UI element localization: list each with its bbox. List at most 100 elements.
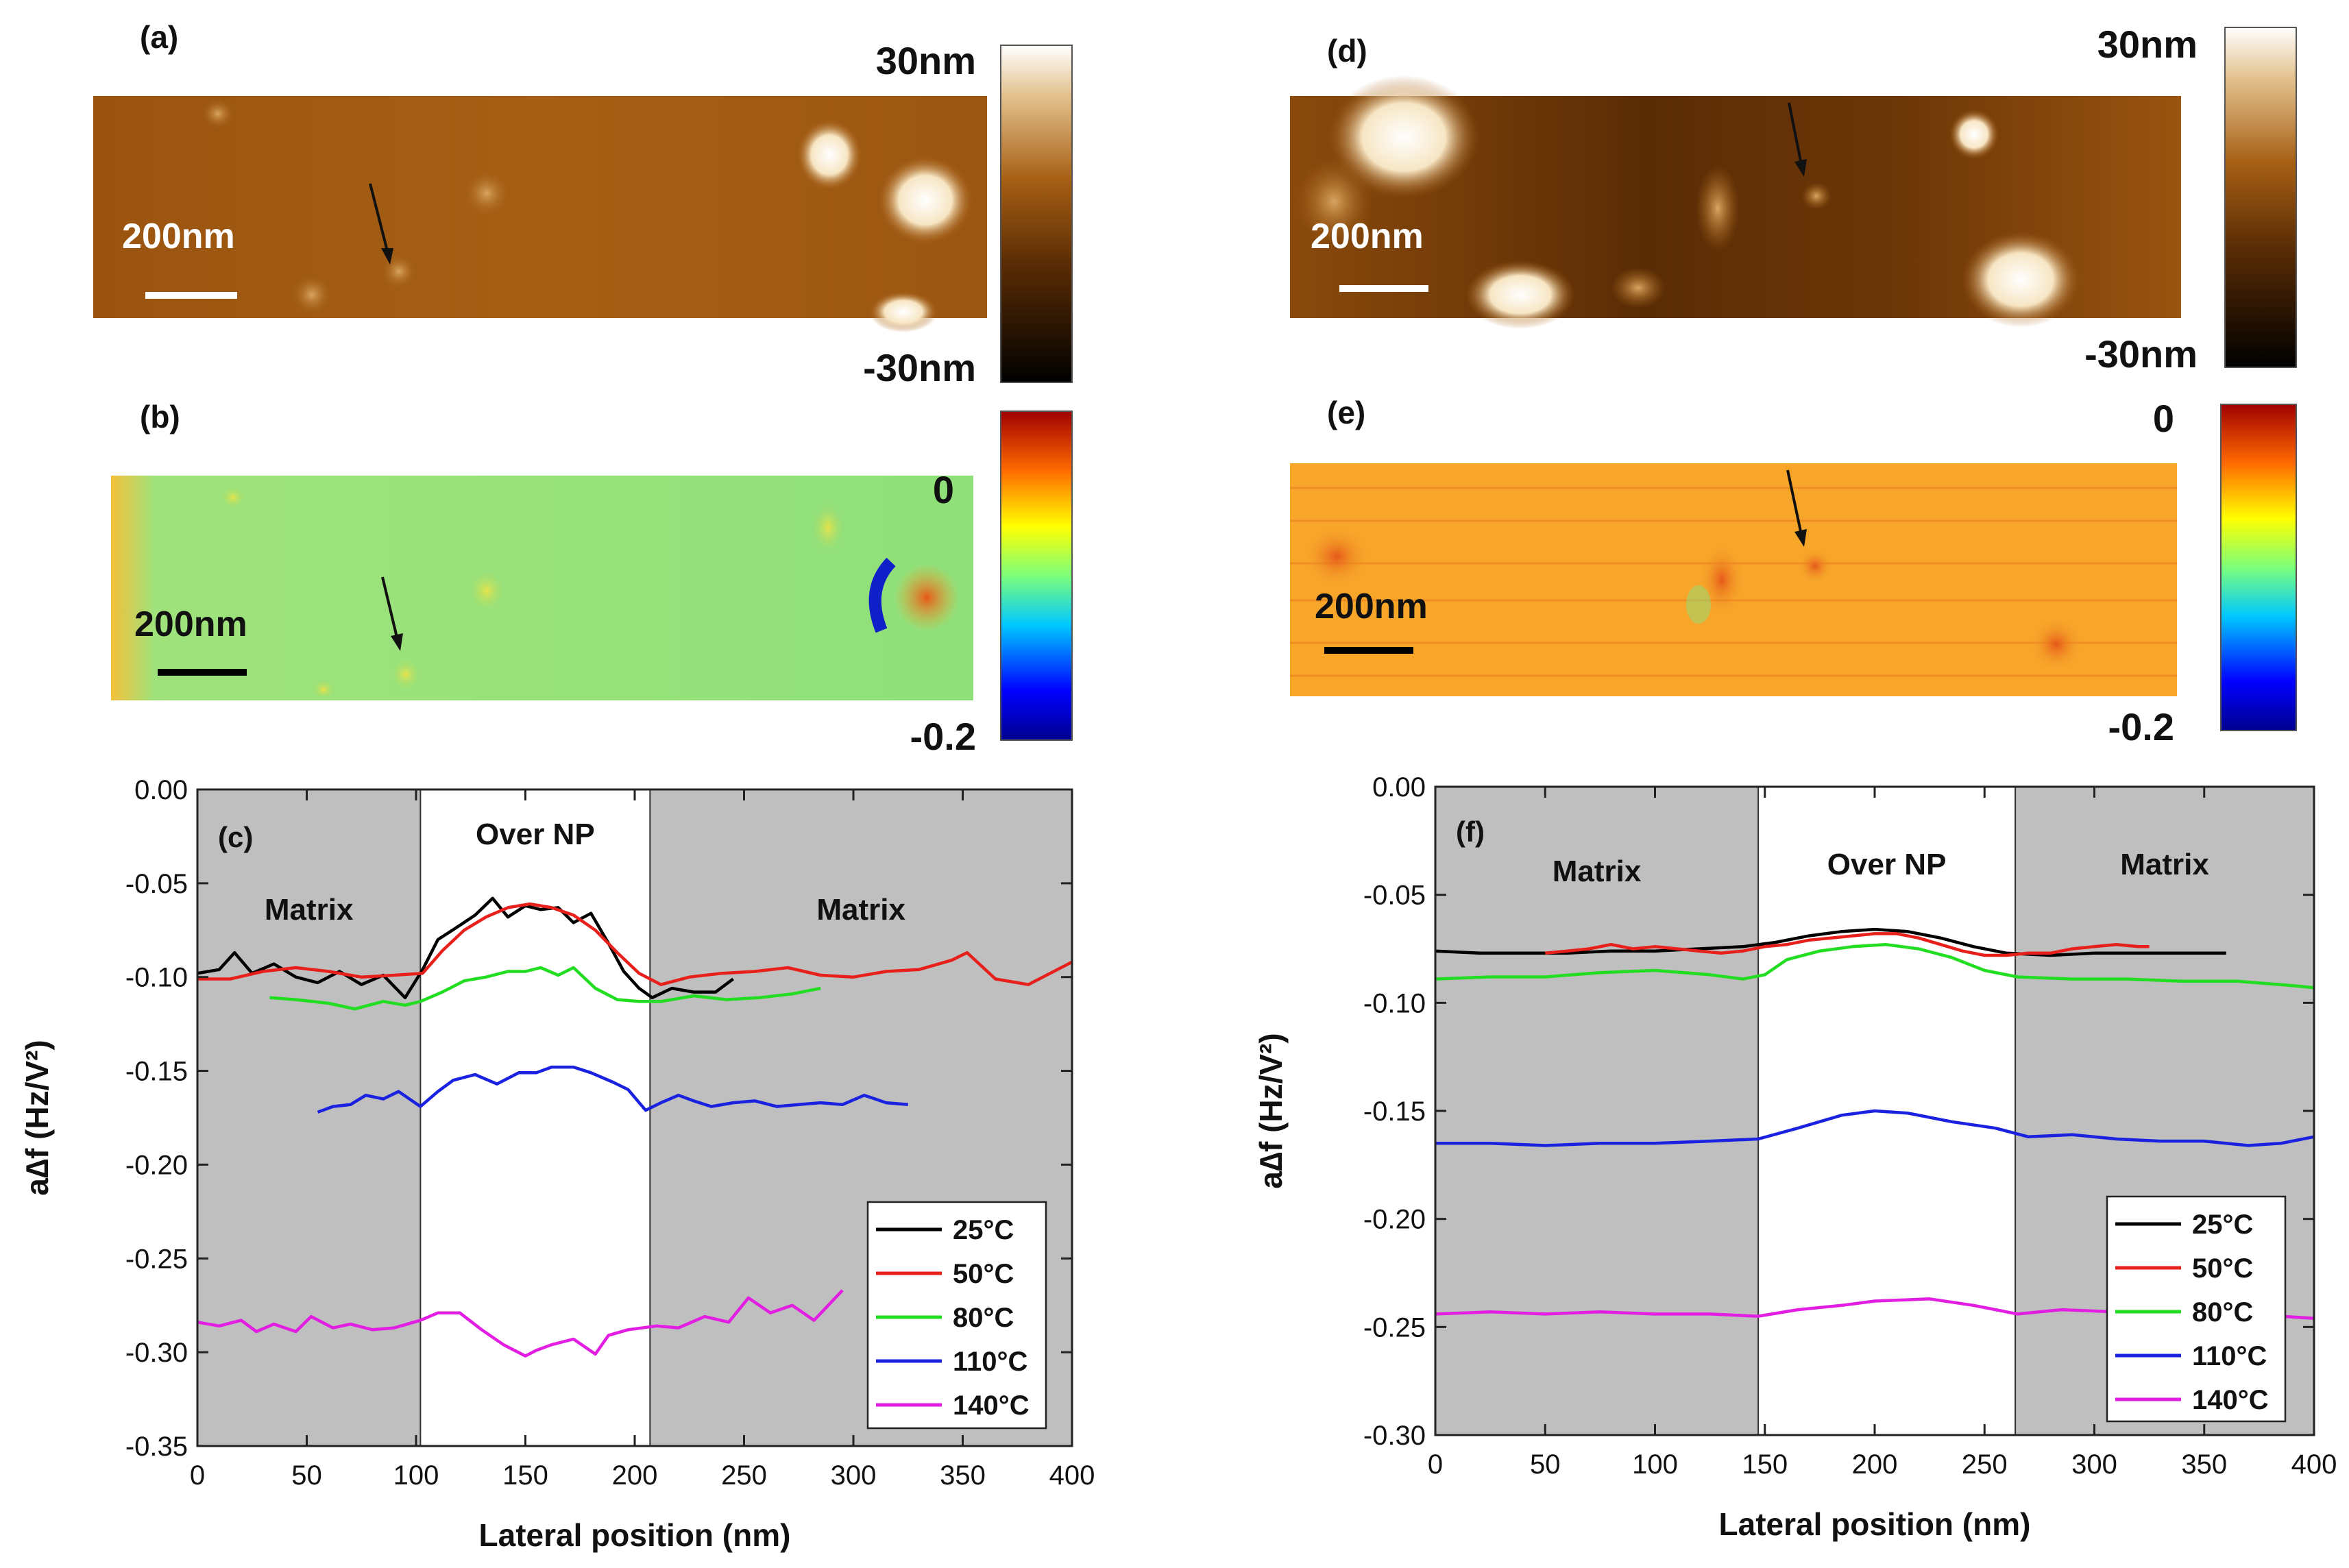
dark-halo	[868, 557, 896, 633]
nanoparticle	[877, 156, 973, 245]
x-axis-label: Lateral position (nm)	[479, 1517, 791, 1553]
panel-label: (f)	[1456, 816, 1485, 848]
legend-label: 110°C	[2192, 1341, 2267, 1371]
panel-d: (d) 200nm 30nm -30nm	[1290, 23, 2297, 376]
nanoparticle	[463, 170, 510, 217]
y-axis-label: a∆f (Hz/V²)	[1253, 1033, 1289, 1188]
nanoparticle	[2029, 617, 2084, 672]
panel-e-colorbar	[2220, 404, 2297, 731]
nanoparticle	[1302, 525, 1371, 588]
legend-label: 140°C	[2192, 1385, 2269, 1415]
arrow-head	[1794, 159, 1807, 177]
x-tick-label: 150	[1742, 1449, 1788, 1480]
y-tick-label: -0.10	[1363, 988, 1426, 1018]
nanoparticle	[796, 119, 862, 191]
y-tick-label: -0.30	[1363, 1421, 1426, 1451]
arrow	[369, 183, 389, 254]
region-label: Matrix	[816, 893, 905, 927]
nanoparticle	[1686, 585, 1711, 624]
nanoparticle	[1328, 75, 1479, 199]
legend-box	[866, 1201, 1047, 1430]
legend-label: 80°C	[953, 1303, 1014, 1333]
panel-b-scale-label: 200nm	[134, 604, 247, 644]
nanoparticle	[466, 567, 507, 614]
panel-b: (b) 200nm 0 -0.2	[111, 399, 1073, 758]
x-tick-label: 0	[190, 1460, 205, 1491]
y-tick-label: -0.20	[1363, 1205, 1426, 1235]
y-tick-label: -0.25	[1363, 1312, 1426, 1343]
panel-b-colorbar	[1000, 411, 1073, 741]
nanoparticle	[1465, 260, 1575, 329]
x-tick-label: 250	[721, 1460, 767, 1491]
series-line-80C	[269, 966, 821, 1011]
panel-a-scale-bar	[145, 292, 237, 299]
nanoparticle	[311, 678, 336, 700]
x-tick-label: 150	[502, 1460, 548, 1491]
x-tick-label: 200	[1852, 1449, 1898, 1480]
nanoparticle	[869, 291, 938, 332]
panel-a-scale-label: 200nm	[122, 217, 235, 256]
nanoparticle	[1295, 158, 1372, 245]
region-label: Matrix	[2120, 848, 2209, 881]
series-line-50C	[1545, 932, 2150, 957]
panel-label: (c)	[218, 821, 253, 853]
chart-c: Matrix Over NP Matrix (c) 0 50 100 150 200 250 300…	[19, 775, 1095, 1553]
series-line-80C	[1435, 942, 2315, 990]
series-line-110C	[317, 1065, 908, 1114]
x-tick-label: 350	[2181, 1449, 2227, 1480]
panel-d-colorbar-max: 30nm	[2097, 23, 2198, 66]
x-tick-label: 100	[393, 1460, 439, 1491]
nanoparticle	[1949, 110, 1999, 159]
panel-a-afm-image	[93, 96, 987, 318]
region-label: Over NP	[476, 818, 595, 851]
nanoparticle	[1801, 182, 1831, 210]
y-tick-label: -0.25	[125, 1244, 188, 1274]
legend-box	[2106, 1195, 2287, 1423]
panel-e-colorbar-min: -0.2	[2108, 705, 2175, 748]
chart-f: Matrix Over NP Matrix (f) 0 50 100 150 200 250 300…	[1253, 772, 2337, 1542]
panel-a-colorbar-max: 30nm	[876, 39, 976, 82]
legend-label: 50°C	[2192, 1253, 2253, 1284]
arrow-head	[381, 248, 393, 265]
panel-e-letter: (e)	[1327, 395, 1365, 430]
nanoparticle	[219, 485, 247, 510]
series-line-140C	[197, 1289, 844, 1358]
panel-b-colorbar-min: -0.2	[910, 715, 977, 758]
y-tick-label: -0.05	[125, 869, 188, 899]
matrix-region-left	[1435, 787, 1759, 1435]
arrow-head	[1794, 529, 1807, 547]
x-tick-label: 0	[1428, 1449, 1443, 1480]
series-line-50C	[197, 902, 1073, 986]
panel-b-colorbar-max: 0	[933, 468, 954, 511]
legend-label: 25°C	[2192, 1210, 2253, 1240]
y-tick-label: -0.15	[1363, 1097, 1426, 1127]
y-tick-label: -0.20	[125, 1150, 188, 1180]
legend-label: 140°C	[953, 1391, 1030, 1421]
y-tick-label: -0.10	[125, 963, 188, 993]
legend-label: 50°C	[953, 1259, 1014, 1289]
series-line-110C	[1435, 1109, 2315, 1147]
y-tick-label: -0.30	[125, 1338, 188, 1368]
nanoparticle	[1962, 232, 2080, 328]
x-tick-label: 250	[1962, 1449, 2008, 1480]
y-axis-label: a∆f (Hz/V²)	[19, 1040, 55, 1195]
region-label: Matrix	[1553, 855, 1642, 888]
region-label: Over NP	[1827, 848, 1947, 881]
nanoparticle	[1797, 548, 1833, 584]
panel-e: (e) 200nm 0 -0.2	[1290, 395, 2297, 748]
x-tick-label: 200	[612, 1460, 658, 1491]
panel-b-scale-bar	[158, 669, 247, 676]
panel-b-kpfm-image	[111, 476, 973, 700]
matrix-region-left	[197, 789, 421, 1446]
nanoparticle	[291, 274, 332, 315]
nanoparticle	[894, 563, 960, 632]
arrow-head	[391, 633, 403, 651]
nanoparticle	[1611, 267, 1666, 308]
panel-d-colorbar-min: -30nm	[2084, 332, 2198, 376]
series-line-25C	[197, 896, 734, 1000]
y-tick-label: 0.00	[134, 775, 188, 805]
y-tick-label: -0.15	[125, 1057, 188, 1087]
nanoparticle	[202, 99, 234, 129]
x-axis-label: Lateral position (nm)	[1719, 1506, 2031, 1542]
legend-label: 110°C	[953, 1347, 1027, 1377]
